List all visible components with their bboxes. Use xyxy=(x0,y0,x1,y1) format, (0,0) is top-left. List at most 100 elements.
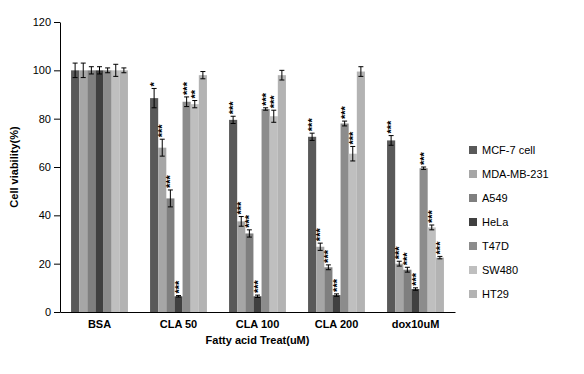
legend-label: A549 xyxy=(482,192,508,204)
significance-label: *** xyxy=(434,241,446,255)
error-bar xyxy=(89,67,94,74)
bar xyxy=(308,137,316,312)
bar xyxy=(436,258,444,312)
bar xyxy=(411,289,419,312)
x-tick-label: BSA xyxy=(88,318,111,330)
legend: MCF-7 cellMDA-MB-231A549HeLaT47DSW480HT2… xyxy=(469,144,549,300)
y-axis-title: Cell viability(%) xyxy=(8,126,20,208)
significance-labels: ****************************************… xyxy=(148,81,446,293)
error-bar xyxy=(231,116,236,123)
y-tick-label: 40 xyxy=(39,209,51,221)
y-tick: 0 xyxy=(45,306,60,318)
error-bar xyxy=(279,70,284,80)
bar xyxy=(71,70,79,312)
error-bar xyxy=(413,288,418,290)
significance-label: *** xyxy=(306,118,318,132)
error-bar xyxy=(389,136,394,146)
y-tick-mark xyxy=(54,312,60,313)
y-tick-mark xyxy=(54,167,60,168)
y-tick-mark xyxy=(54,22,60,23)
bar xyxy=(87,70,95,312)
bar xyxy=(199,75,207,312)
legend-swatch xyxy=(469,290,477,298)
error-bar xyxy=(334,294,339,296)
error-bar xyxy=(168,190,173,207)
significance-label: *** xyxy=(243,214,255,228)
bars xyxy=(71,63,444,312)
significance-label: *** xyxy=(268,95,280,109)
significance-label: *** xyxy=(410,272,422,286)
significance-label: *** xyxy=(156,124,168,138)
series xyxy=(104,68,428,312)
legend-swatch xyxy=(469,266,477,274)
plot: 020406080100120BSACLA 50CLA 100CLA 200do… xyxy=(33,16,456,330)
bar xyxy=(104,70,112,312)
significance-label: *** xyxy=(227,101,239,115)
bar xyxy=(158,148,166,312)
error-bar xyxy=(160,139,165,156)
y-tick-label: 80 xyxy=(39,113,51,125)
significance-label: *** xyxy=(385,120,397,134)
y-axis: 020406080100120 xyxy=(33,16,61,318)
bar xyxy=(229,120,237,312)
x-tick-label: CLA 50 xyxy=(160,318,198,330)
bar xyxy=(191,104,199,312)
error-bar xyxy=(97,67,102,74)
legend-label: HeLa xyxy=(482,216,509,228)
error-bar xyxy=(255,295,260,297)
series xyxy=(95,67,419,312)
error-bar xyxy=(342,121,347,126)
legend-swatch xyxy=(469,146,477,154)
error-bar xyxy=(113,64,118,76)
bar xyxy=(174,296,182,312)
error-bar xyxy=(200,72,205,79)
series xyxy=(79,63,403,312)
x-axis-line xyxy=(61,312,456,313)
x-tick: dox10uM xyxy=(392,312,440,330)
significance-label: * xyxy=(148,81,160,86)
x-tick: CLA 100 xyxy=(236,312,280,330)
bar xyxy=(332,295,340,312)
bar xyxy=(278,75,286,312)
significance-label: *** xyxy=(347,131,359,145)
y-tick-label: 120 xyxy=(33,16,51,28)
legend-swatch xyxy=(469,218,477,226)
bar xyxy=(120,70,128,312)
y-tick: 100 xyxy=(33,64,60,76)
significance-label: *** xyxy=(314,228,326,242)
significance-label: *** xyxy=(173,280,185,294)
bar xyxy=(237,221,245,312)
x-tick-label: CLA 200 xyxy=(315,318,359,330)
bar xyxy=(357,72,365,312)
legend-label: SW480 xyxy=(482,264,518,276)
y-tick-mark xyxy=(54,264,60,265)
chart: 020406080100120BSACLA 50CLA 100CLA 200do… xyxy=(0,0,584,374)
bar xyxy=(349,154,357,312)
bar xyxy=(387,140,395,312)
x-tick: CLA 200 xyxy=(315,312,359,330)
y-tick-label: 60 xyxy=(39,161,51,173)
error-bar xyxy=(421,167,426,169)
x-tick: BSA xyxy=(88,312,111,330)
error-bar xyxy=(73,63,78,77)
error-bar xyxy=(105,68,110,73)
legend-swatch xyxy=(469,194,477,202)
significance-label: *** xyxy=(426,209,438,223)
significance-label: *** xyxy=(322,249,334,263)
significance-label: *** xyxy=(401,252,413,266)
bar xyxy=(428,227,436,312)
error-bar xyxy=(429,225,434,230)
y-tick-mark xyxy=(54,119,60,120)
x-tick-label: CLA 100 xyxy=(236,318,280,330)
error-bar xyxy=(81,63,86,77)
bar xyxy=(420,168,428,312)
y-axis-line xyxy=(60,23,61,313)
bar xyxy=(253,296,261,312)
significance-label: ** xyxy=(189,89,201,98)
x-tick: CLA 50 xyxy=(160,312,198,330)
legend-label: T47D xyxy=(482,240,509,252)
error-bar xyxy=(310,133,315,140)
x-axis-title: Fatty acid Treat(uM) xyxy=(206,334,310,346)
y-tick-label: 0 xyxy=(45,306,51,318)
error-bar xyxy=(437,256,442,258)
